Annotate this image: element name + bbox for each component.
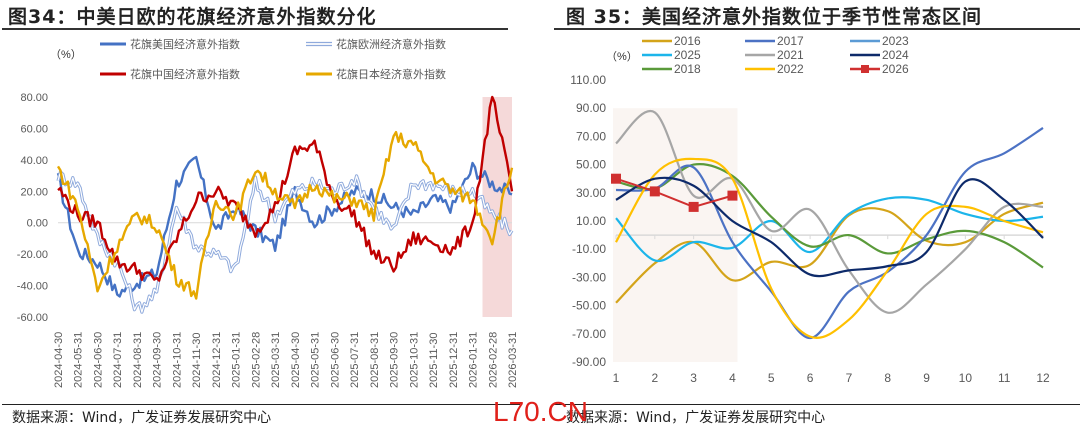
left-chart-title: 图34：中美日欧的花旗经济意外指数分化: [8, 6, 377, 28]
x-tick-label: 2: [651, 371, 658, 385]
y-tick-label: -30.00: [572, 270, 606, 284]
legend-label: 2024: [882, 48, 909, 62]
x-tick-label: 8: [884, 371, 891, 385]
x-tick-label: 5: [768, 371, 775, 385]
right-title-rule: [554, 28, 1080, 30]
right-chart-title: 图 35：美国经济意外指数位于季节性常态区间: [566, 6, 983, 28]
x-tick-label: 2026-02-28: [487, 332, 499, 388]
y-tick-label: 0.00: [27, 218, 48, 230]
right-data-source: 数据来源：Wind，广发证券发展研究中心: [566, 410, 826, 426]
x-tick-label: 2025-10-31: [408, 332, 420, 388]
x-tick-label: 12: [1036, 371, 1050, 385]
y-tick-label: 60.00: [20, 123, 48, 135]
y-unit-label: （%）: [606, 50, 638, 63]
series-line: [57, 95, 514, 282]
x-tick-label: 2024-12-31: [211, 332, 223, 388]
left-title-rule: [2, 28, 508, 30]
data-point-marker: [649, 186, 660, 197]
x-tick-label: 2025-06-30: [329, 332, 341, 388]
y-tick-label: -20.00: [17, 249, 48, 261]
x-tick-label: 2025-01-31: [231, 332, 243, 388]
x-tick-label: 11: [998, 371, 1011, 385]
x-tick-label: 2025-08-31: [369, 332, 381, 388]
x-tick-label: 2025-07-31: [349, 332, 361, 388]
series-line-europe: [56, 170, 514, 314]
legend-label: 花旗中国经济意外指数: [130, 67, 240, 81]
x-tick-label: 9: [923, 371, 930, 385]
right-footer-rule: [554, 404, 1080, 405]
legend-label: 2023: [882, 34, 909, 48]
y-tick-label: -10.00: [572, 242, 606, 256]
y-tick-label: -90.00: [572, 355, 606, 369]
y-tick-label: 40.00: [20, 155, 48, 167]
series-line: [615, 127, 1044, 340]
y-tick-label: 10.00: [576, 214, 606, 228]
x-tick-label: 2024-04-30: [53, 332, 65, 388]
series-line: [56, 155, 513, 298]
x-tick-label: 2024-11-30: [191, 333, 203, 388]
left-chart: 80.00 60.00 40.00 20.00 0.00 -20.00 -40.00 -60.…: [17, 37, 519, 388]
y-tick-label: -40.00: [17, 281, 48, 293]
x-tick-label: 4: [729, 371, 736, 385]
legend-label: 2017: [777, 34, 804, 48]
x-tick-label: 2024-09-30: [152, 332, 164, 388]
x-tick-label: 3: [690, 371, 697, 385]
x-tick-label: 2026-01-31: [468, 332, 480, 388]
x-tick-label: 2025-11-30: [428, 333, 440, 388]
legend-label: 花旗美国经济意外指数: [130, 37, 240, 51]
y-tick-label: -70.00: [572, 327, 606, 341]
right-chart: 110.00 90.00 70.00 50.00 30.00 10.00 -10.00 -30…: [570, 34, 1050, 385]
legend-label: 2025: [674, 48, 701, 62]
x-tick-label: 2025-03-31: [270, 332, 282, 388]
legend-label: 2022: [777, 62, 804, 76]
x-tick-label: 1: [613, 371, 620, 385]
x-tick-label: 2025-02-28: [250, 332, 262, 388]
y-unit-label: （%）: [50, 48, 82, 61]
x-tick-label: 2025-12-31: [448, 332, 460, 388]
y-tick-label: -50.00: [572, 299, 606, 313]
x-tick-label: 10: [959, 371, 973, 385]
x-tick-label: 2025-05-31: [310, 332, 322, 388]
series-line: [615, 109, 1044, 314]
x-tick-label: 2026-03-31: [507, 332, 519, 388]
x-tick-label: 2024-06-30: [92, 332, 104, 388]
series-line-2026: [615, 177, 733, 208]
y-tick-label: 50.00: [576, 158, 606, 172]
y-tick-label: 70.00: [576, 129, 606, 143]
x-tick-label: 2025-09-30: [389, 332, 401, 388]
left-data-source: 数据来源：Wind，广发证券发展研究中心: [12, 410, 272, 426]
series-line: [56, 130, 514, 300]
x-tick-label: 2025-04-30: [290, 332, 302, 388]
y-tick-label: -60.00: [17, 312, 48, 324]
data-point-marker: [611, 173, 621, 184]
x-tick-label: 6: [807, 371, 814, 385]
data-point-marker: [727, 190, 738, 201]
x-tick-label: 2024-05-31: [73, 332, 85, 388]
series-line: [615, 176, 1044, 278]
data-point-marker: [688, 201, 699, 212]
legend-label: 2016: [674, 34, 701, 48]
x-tick-label: 2024-07-31: [112, 332, 124, 388]
y-tick-label: 90.00: [576, 101, 606, 115]
y-tick-label: 20.00: [20, 186, 48, 198]
series-line: [615, 157, 1044, 339]
legend-label: 花旗日本经济意外指数: [336, 67, 446, 81]
legend-label: 2018: [674, 62, 701, 76]
x-tick-label: 2024-10-31: [171, 332, 183, 388]
watermark-logo: L70.CN: [493, 396, 588, 427]
y-tick-label: 80.00: [20, 92, 48, 104]
legend-label: 2021: [777, 48, 804, 62]
legend-label: 2026: [882, 62, 909, 76]
x-tick-label: 2024-08-31: [132, 332, 144, 388]
x-tick-label: 7: [846, 371, 853, 385]
y-tick-label: 110.00: [570, 73, 606, 87]
legend-label: 花旗欧洲经济意外指数: [336, 37, 446, 51]
y-tick-label: 30.00: [576, 186, 606, 200]
left-footer-rule: [2, 404, 520, 405]
